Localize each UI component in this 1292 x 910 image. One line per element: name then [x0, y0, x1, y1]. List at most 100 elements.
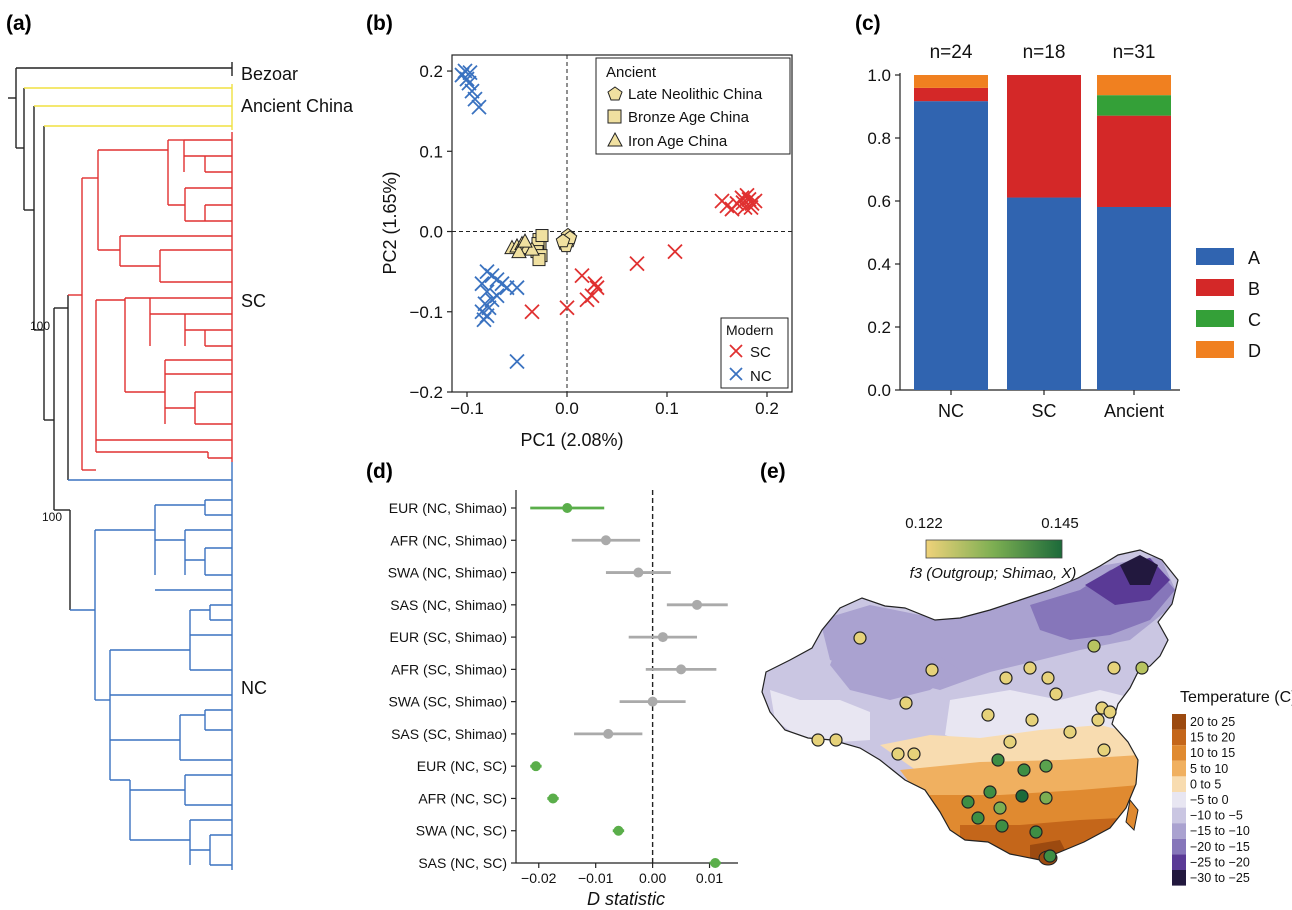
sample-site [1039, 759, 1053, 773]
sample-site [1029, 825, 1043, 839]
d-row-label: SWA (NC, SC) [416, 823, 507, 839]
pca-y-tick-label: 0.0 [419, 223, 443, 242]
legend-label: B [1248, 279, 1260, 299]
legend-item-iron-age: Iron Age China [628, 133, 728, 150]
bar-y-tick-label: 0.8 [867, 129, 891, 148]
temperature-swatch [1172, 807, 1186, 824]
pca-point-stroke [579, 292, 595, 308]
sample-site [1087, 639, 1101, 653]
d-statistic-plot: −0.02 −0.01 0.00 0.01 EUR (NC, Shimao) AFR (… [388, 490, 738, 909]
d-row-label: SWA (SC, Shimao) [388, 694, 507, 710]
bar-segment [1097, 206, 1171, 390]
d-row-label: EUR (NC, Shimao) [389, 500, 507, 516]
pca-point-stroke [524, 304, 540, 320]
bar-segment [1097, 75, 1171, 96]
sample-site [829, 733, 843, 747]
panel-c-label: (c) [855, 12, 881, 35]
pca-point-stroke [739, 187, 755, 204]
f3-colorbar [925, 539, 1063, 559]
pca-point [524, 241, 540, 256]
pca-point [511, 243, 527, 259]
pca-point [474, 276, 490, 292]
temperature-bin-label: −5 to 0 [1190, 793, 1229, 807]
pca-point-stroke [629, 255, 645, 272]
bootstrap-label: 100 [30, 319, 50, 333]
pca-point-stroke [462, 65, 478, 81]
clade-label-sc: SC [241, 291, 266, 311]
bar-n-label: n=24 [930, 42, 973, 63]
d-point [548, 793, 558, 804]
legend-label: C [1248, 310, 1261, 330]
bootstrap-label: 100 [42, 510, 62, 524]
pca-point-stroke [587, 276, 603, 292]
bar-y-tick-label: 0.2 [867, 318, 891, 337]
sample-site [993, 801, 1007, 815]
pca-legend-modern: Modern SC NC [720, 317, 789, 389]
d-row-label: SAS (NC, Shimao) [390, 597, 507, 613]
d-point [676, 664, 687, 675]
sample-site [995, 819, 1009, 833]
d-row-label: AFR (SC, Shimao) [391, 661, 507, 677]
temperature-zones [762, 550, 1178, 860]
bar-n-label: n=18 [1023, 42, 1066, 63]
pca-point [517, 233, 533, 248]
bar-y-tick-label: 0.0 [867, 381, 891, 400]
temperature-bin-label: −25 to −20 [1190, 855, 1250, 869]
sample-site [1063, 725, 1077, 739]
temperature-swatch [1172, 792, 1186, 808]
bar-segment [914, 101, 988, 391]
legend-item-late-neolithic: Late Neolithic China [628, 86, 763, 103]
temperature-bin-label: 20 to 25 [1190, 715, 1235, 729]
pca-point [509, 280, 525, 296]
legend-item-nc: NC [750, 368, 772, 385]
legend-swatch [1196, 310, 1234, 327]
d-point [710, 858, 721, 868]
temperature-swatch [1172, 776, 1186, 792]
pca-y-axis-label: PC2 (1.65%) [380, 171, 400, 274]
pentagon-marker-icon [607, 86, 623, 101]
triangle-marker-icon [607, 131, 623, 147]
pca-point-stroke [474, 276, 490, 292]
pca-point-stroke [479, 308, 495, 324]
temperature-swatch [1172, 760, 1186, 777]
bar-segment [1097, 115, 1171, 207]
legend-item-sc: SC [750, 344, 771, 361]
pca-point-stroke [464, 83, 480, 99]
d-point [530, 761, 541, 772]
d-row-label: AFR (NC, SC) [418, 790, 507, 806]
sample-site [983, 785, 997, 799]
pca-point-stroke [467, 91, 483, 107]
sample-site [1023, 661, 1037, 675]
sample-site [1003, 735, 1017, 749]
sample-site [999, 671, 1013, 685]
legend-swatch [1196, 341, 1234, 358]
pca-point [524, 304, 540, 320]
pca-point [462, 65, 478, 81]
pca-point [579, 292, 595, 308]
pca-point [739, 187, 755, 204]
bar-n-labels: n=24 n=18 n=31 [930, 42, 1156, 63]
legend-swatch [1196, 279, 1234, 296]
bar-category-label: NC [938, 401, 964, 421]
bar-category-labels: NC SC Ancient [938, 401, 1164, 421]
taiwan-island [1125, 798, 1139, 832]
pca-point-stroke [479, 284, 495, 300]
sample-site [971, 811, 985, 825]
pca-point [509, 353, 525, 370]
pca-axis-ticks: −0.1 0.0 0.1 0.2 −0.2 −0.1 0.0 0.1 0.2 [409, 55, 792, 418]
d-x-tick-label: −0.02 [521, 870, 557, 886]
bar-category-label: Ancient [1104, 401, 1164, 421]
legend-modern-title: Modern [726, 322, 773, 338]
pca-point [479, 284, 495, 300]
sample-site [1103, 705, 1117, 719]
legend-label: A [1248, 248, 1260, 268]
pca-point [743, 199, 759, 216]
pca-point [737, 199, 753, 216]
clade-label-nc: NC [241, 678, 267, 698]
colorbar-max-label: 0.145 [1041, 515, 1079, 532]
colorbar-title: f3 (Outgroup; Shimao, X) [910, 565, 1077, 582]
legend-item-bronze-age: Bronze Age China [628, 109, 750, 126]
sample-site [1135, 661, 1149, 675]
